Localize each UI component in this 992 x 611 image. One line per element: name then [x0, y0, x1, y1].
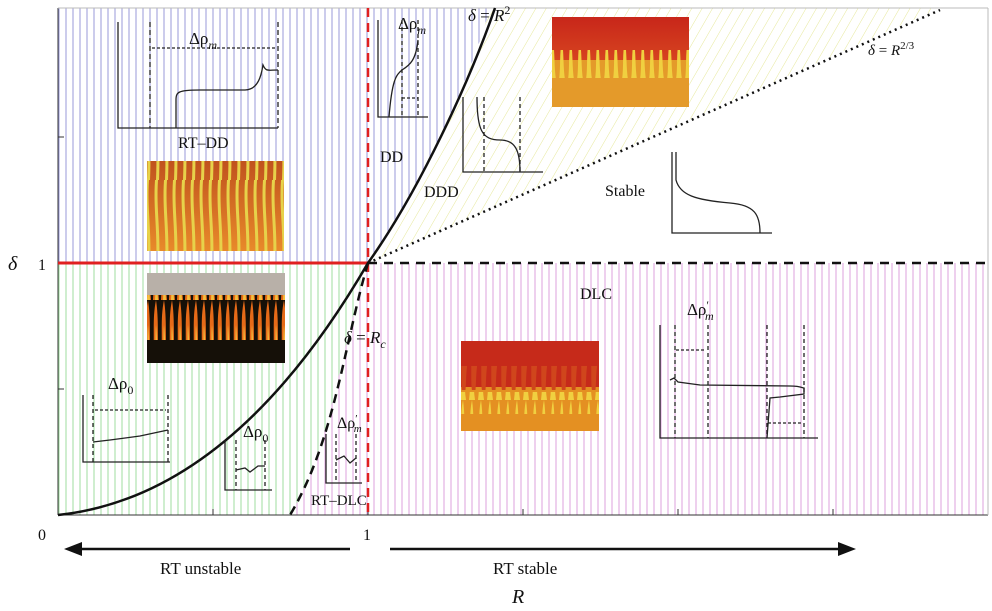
profile-ddd: [462, 96, 543, 173]
rt-dlc-region: [290, 263, 368, 515]
label-rc: δ = Rc: [344, 328, 386, 351]
dd-region: [368, 8, 490, 263]
profile-rt-lower: [82, 395, 170, 463]
profile-dlc: [659, 325, 818, 439]
label-drho-m-prime-1: Δρ′ m: [337, 413, 362, 435]
profile-stable: [671, 152, 772, 234]
region-label-rt-dlc: RT–DLC: [311, 493, 367, 509]
curve-delta-rc: [288, 262, 370, 516]
y-axis-label: δ: [8, 253, 18, 275]
profile-dd: [377, 20, 428, 118]
region-label-rt-dd: RT–DD: [178, 135, 229, 152]
rt-unstable-label: RT unstable: [160, 559, 241, 578]
rt-stable-arrow: [390, 542, 856, 556]
rt-unstable-arrow: [64, 542, 350, 556]
image-ddd: [552, 17, 689, 107]
label-drho-m-2: Δρm: [398, 14, 426, 37]
region-label-dd: DD: [380, 149, 403, 166]
region-label-stable: Stable: [605, 183, 645, 200]
curve-delta-r2: [57, 7, 497, 517]
label-drho-0-1: Δρ0: [108, 374, 133, 397]
region-label-ddd: DDD: [424, 184, 459, 201]
label-r23: δ = R2/3: [868, 40, 915, 59]
x-axis-label: R: [511, 586, 524, 608]
x-tick-1: 1: [363, 527, 371, 544]
rt-stable-label: RT stable: [493, 559, 557, 578]
rt-unstable-lower-region: [58, 263, 368, 515]
profile-rt-dd: [117, 22, 279, 129]
x-tick-0: 0: [38, 527, 46, 544]
label-r2: δ = R2: [468, 3, 510, 25]
image-rt-dd: [147, 161, 284, 251]
y-tick-1: 1: [38, 257, 46, 274]
image-rt-lower: [147, 273, 285, 363]
profile-rt-mid: [224, 440, 272, 491]
profile-rt-dlc: [325, 434, 362, 484]
region-label-dlc: DLC: [580, 286, 612, 303]
label-drho-0-2: Δρ0: [243, 422, 268, 445]
curve-delta-r23: [367, 8, 941, 265]
label-drho-m-1: Δρm: [189, 29, 217, 52]
label-drho-m-prime-2: Δρ′ m: [687, 298, 714, 323]
boundaries: [57, 7, 988, 517]
image-dlc: [461, 341, 599, 431]
